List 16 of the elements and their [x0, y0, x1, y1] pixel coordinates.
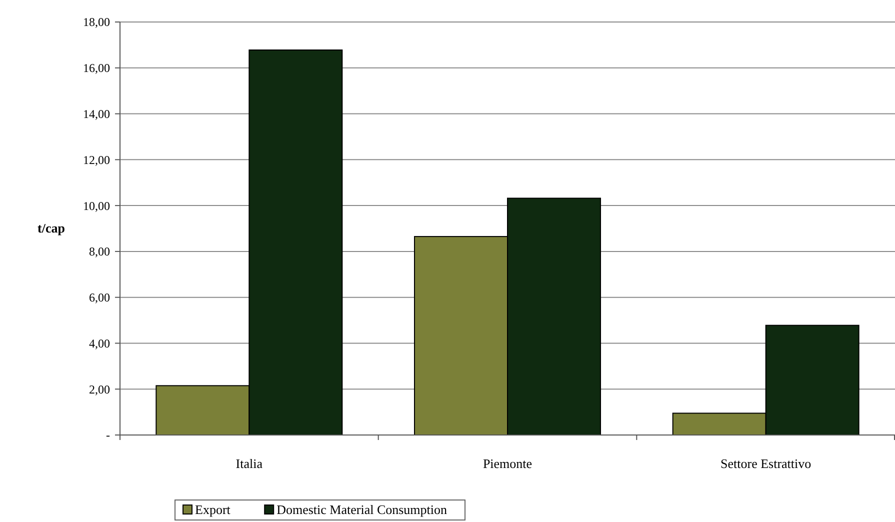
- y-tick-label: 16,00: [83, 61, 110, 76]
- legend-label: Export: [195, 502, 231, 517]
- y-tick-label: 10,00: [83, 198, 110, 213]
- y-tick-label: 6,00: [89, 290, 110, 305]
- y-tick-label: 8,00: [89, 244, 110, 259]
- x-tick-label: Italia: [236, 456, 263, 471]
- y-axis-title: t/cap: [38, 220, 65, 236]
- y-tick-label: 2,00: [89, 382, 110, 396]
- y-tick-label: 18,00: [83, 15, 110, 30]
- y-tick-label: 14,00: [83, 106, 110, 121]
- y-tick-label: -: [106, 428, 110, 442]
- x-tick-label: Piemonte: [482, 456, 532, 471]
- legend-label: Domestic Material Consumption: [276, 502, 448, 517]
- x-tick-label: Settore Estrattivo: [720, 456, 812, 471]
- y-tick-label: 12,00: [83, 152, 110, 167]
- y-tick-label: 4,00: [89, 336, 110, 350]
